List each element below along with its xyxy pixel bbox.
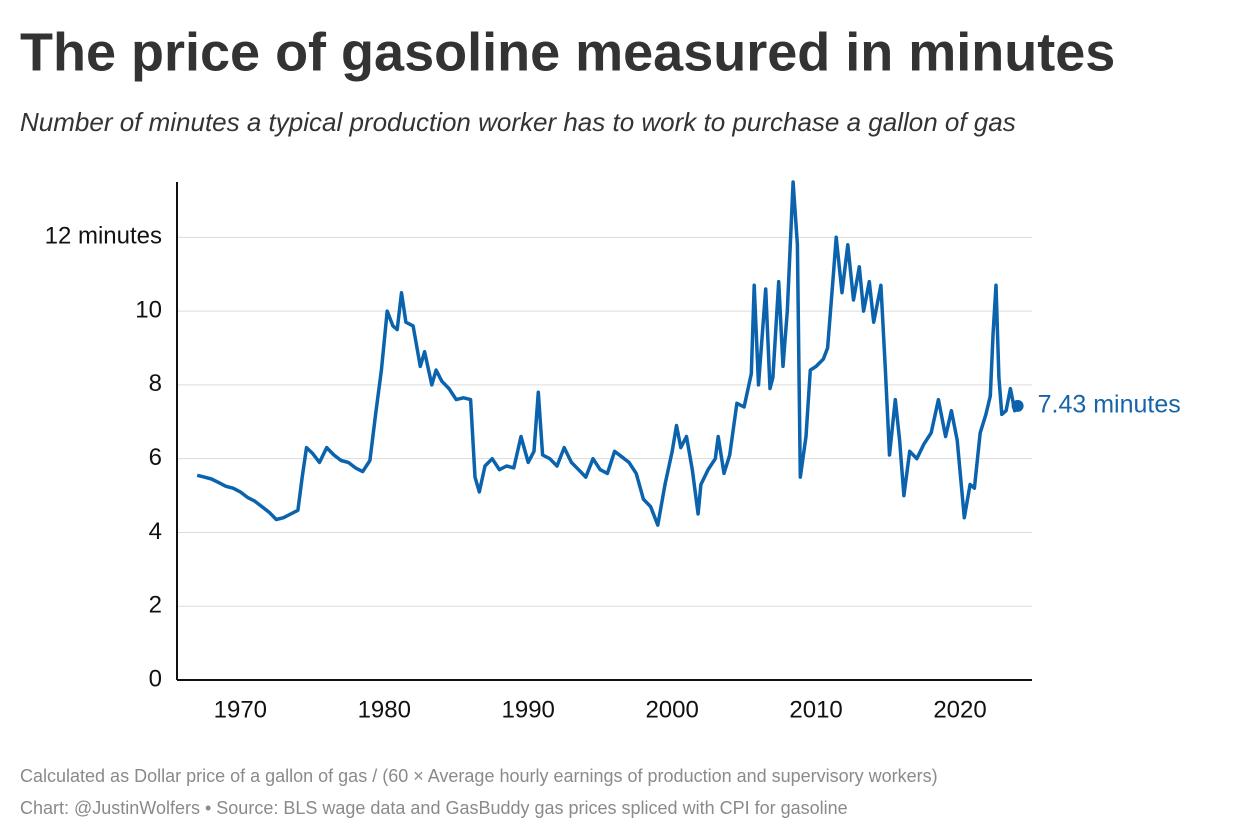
x-tick-label: 2010 xyxy=(789,696,842,723)
y-tick-label: 10 xyxy=(135,296,162,323)
y-tick-label: 12 minutes xyxy=(45,223,162,250)
x-tick-label: 2000 xyxy=(645,696,698,723)
x-tick-label: 1990 xyxy=(502,696,555,723)
footnote: Chart: @JustinWolfers • Source: BLS wage… xyxy=(20,798,848,818)
footnote: Calculated as Dollar price of a gallon o… xyxy=(20,766,938,786)
x-tick-label: 1980 xyxy=(358,696,411,723)
end-label: 7.43 minutes xyxy=(1038,391,1181,419)
y-tick-label: 2 xyxy=(149,592,162,619)
y-tick-label: 0 xyxy=(149,665,162,692)
y-tick-label: 6 xyxy=(149,444,162,471)
y-tick-label: 4 xyxy=(149,518,162,545)
x-tick-label: 1970 xyxy=(214,696,267,723)
line xyxy=(196,180,1020,527)
x-tick-label: 2020 xyxy=(933,696,986,723)
end-point xyxy=(1011,399,1024,412)
y-tick-label: 8 xyxy=(149,370,162,397)
chart-subtitle: Number of minutes a typical production w… xyxy=(20,107,1016,137)
chart-title: The price of gasoline measured in minute… xyxy=(20,22,1115,82)
